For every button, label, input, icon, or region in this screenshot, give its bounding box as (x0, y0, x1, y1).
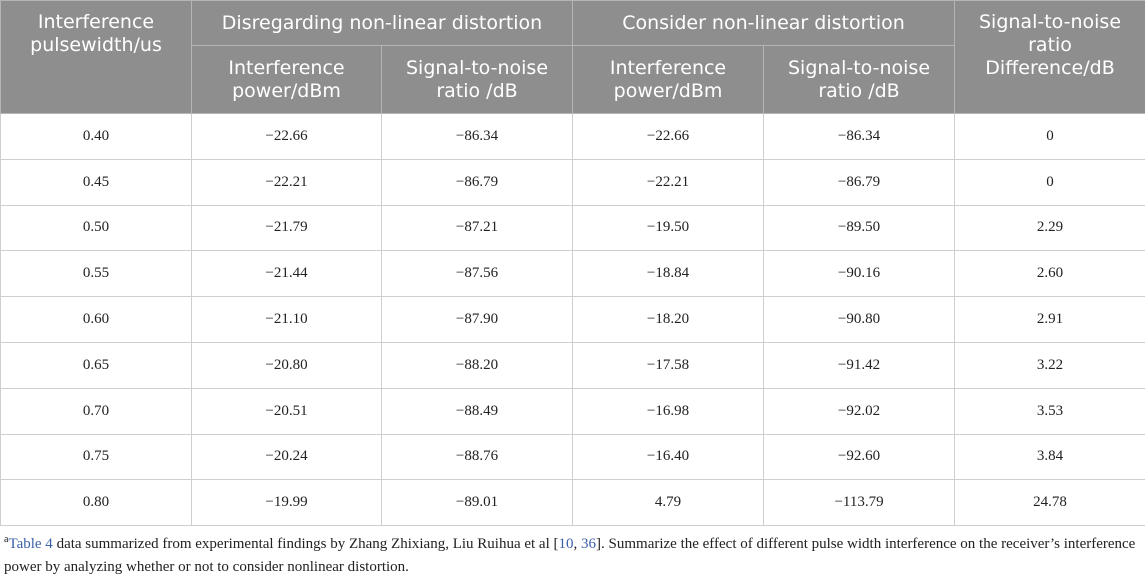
table-cell: 2.60 (955, 251, 1145, 297)
table-cell: −20.51 (192, 388, 382, 434)
table-cell: 3.22 (955, 342, 1145, 388)
table-cell: 0.65 (1, 342, 192, 388)
table-cell: −18.84 (573, 251, 764, 297)
table-cell: −21.10 (192, 297, 382, 343)
table-cell: −86.79 (764, 159, 955, 205)
table-cell: −18.20 (573, 297, 764, 343)
header-group: Consider non-linear distortion (573, 1, 955, 46)
table-cell: −87.90 (382, 297, 573, 343)
table-cell: 3.53 (955, 388, 1145, 434)
table-cell: −19.50 (573, 205, 764, 251)
table-cell: −19.99 (192, 480, 382, 526)
table-cell: 0 (955, 159, 1145, 205)
table-cell: −22.21 (192, 159, 382, 205)
table-cell: −20.24 (192, 434, 382, 480)
table-cell: −90.80 (764, 297, 955, 343)
table-cell: 0.60 (1, 297, 192, 343)
table-cell: −91.42 (764, 342, 955, 388)
table-cell: −92.60 (764, 434, 955, 480)
table-cell: −86.34 (382, 114, 573, 160)
table-link[interactable]: Table 4 (8, 536, 52, 552)
table-cell: 0.70 (1, 388, 192, 434)
footnote-text: , (574, 536, 582, 552)
table-cell: 0.50 (1, 205, 192, 251)
footnote: aTable 4 data summarized from experiment… (0, 526, 1145, 579)
table-cell: −22.66 (192, 114, 382, 160)
table-cell: −20.80 (192, 342, 382, 388)
table-cell: −87.21 (382, 205, 573, 251)
data-table: Interference pulsewidth/us Disregarding … (0, 0, 1145, 526)
table-cell: −17.58 (573, 342, 764, 388)
table-cell: −87.56 (382, 251, 573, 297)
footnote-text: data summarized from experimental findin… (53, 536, 559, 552)
header-cell: Signal-to-noise ratio /dB (382, 46, 573, 114)
header-cell: Signal-to-noise ratio /dB (764, 46, 955, 114)
header-cell: Interference pulsewidth/us (1, 1, 192, 114)
table-cell: −88.76 (382, 434, 573, 480)
table-cell: 24.78 (955, 480, 1145, 526)
table-cell: 0.75 (1, 434, 192, 480)
table-cell: 0.80 (1, 480, 192, 526)
table-cell: 2.29 (955, 205, 1145, 251)
table-cell: 4.79 (573, 480, 764, 526)
table-cell: −89.01 (382, 480, 573, 526)
table-cell: −113.79 (764, 480, 955, 526)
header-cell: Interference power/dBm (192, 46, 382, 114)
table-cell: −21.44 (192, 251, 382, 297)
table-cell: −88.49 (382, 388, 573, 434)
table-cell: 0.55 (1, 251, 192, 297)
reference-link[interactable]: 36 (581, 536, 596, 552)
reference-link[interactable]: 10 (559, 536, 574, 552)
table-cell: −86.34 (764, 114, 955, 160)
table-cell: 0 (955, 114, 1145, 160)
table-cell: −89.50 (764, 205, 955, 251)
table-cell: −21.79 (192, 205, 382, 251)
table-cell: −16.40 (573, 434, 764, 480)
table-cell: 2.91 (955, 297, 1145, 343)
table-cell: −88.20 (382, 342, 573, 388)
table-cell: 0.40 (1, 114, 192, 160)
table-cell: −22.21 (573, 159, 764, 205)
table-cell: 3.84 (955, 434, 1145, 480)
header-cell: Interference power/dBm (573, 46, 764, 114)
table-cell: 0.45 (1, 159, 192, 205)
table-cell: −22.66 (573, 114, 764, 160)
table-cell: −92.02 (764, 388, 955, 434)
table-cell: −86.79 (382, 159, 573, 205)
table-cell: −16.98 (573, 388, 764, 434)
table-cell: −90.16 (764, 251, 955, 297)
header-group: Disregarding non-linear distortion (192, 1, 573, 46)
header-cell: Signal-to-noise ratio Difference/dB (955, 1, 1145, 114)
